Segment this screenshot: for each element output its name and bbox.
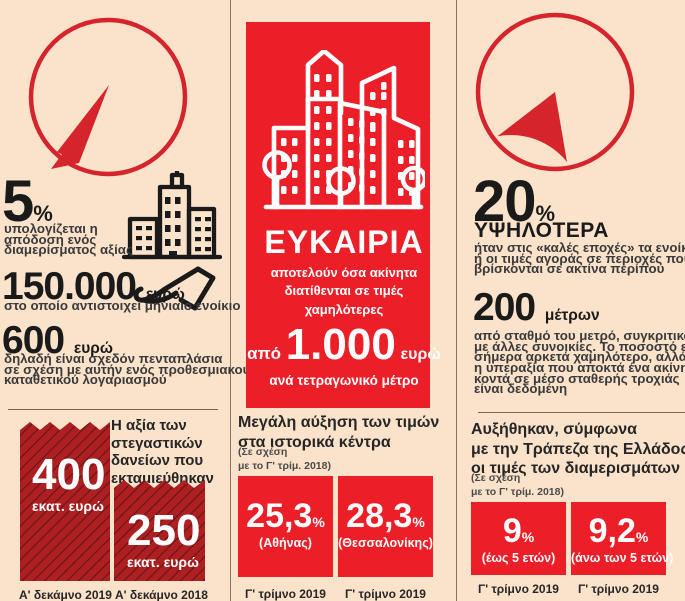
svg-text:250: 250 [127,506,200,555]
svg-text:Α' δεκάμνο 2019: Α' δεκάμνο 2019 [19,588,112,601]
svg-text:εκατ. ευρώ: εκατ. ευρώ [32,498,104,514]
svg-text:400: 400 [32,450,105,499]
svg-text:εκατ. ευρώ: εκατ. ευρώ [127,554,199,570]
svg-text:Α' δεκάμνο 2018: Α' δεκάμνο 2018 [115,588,208,601]
